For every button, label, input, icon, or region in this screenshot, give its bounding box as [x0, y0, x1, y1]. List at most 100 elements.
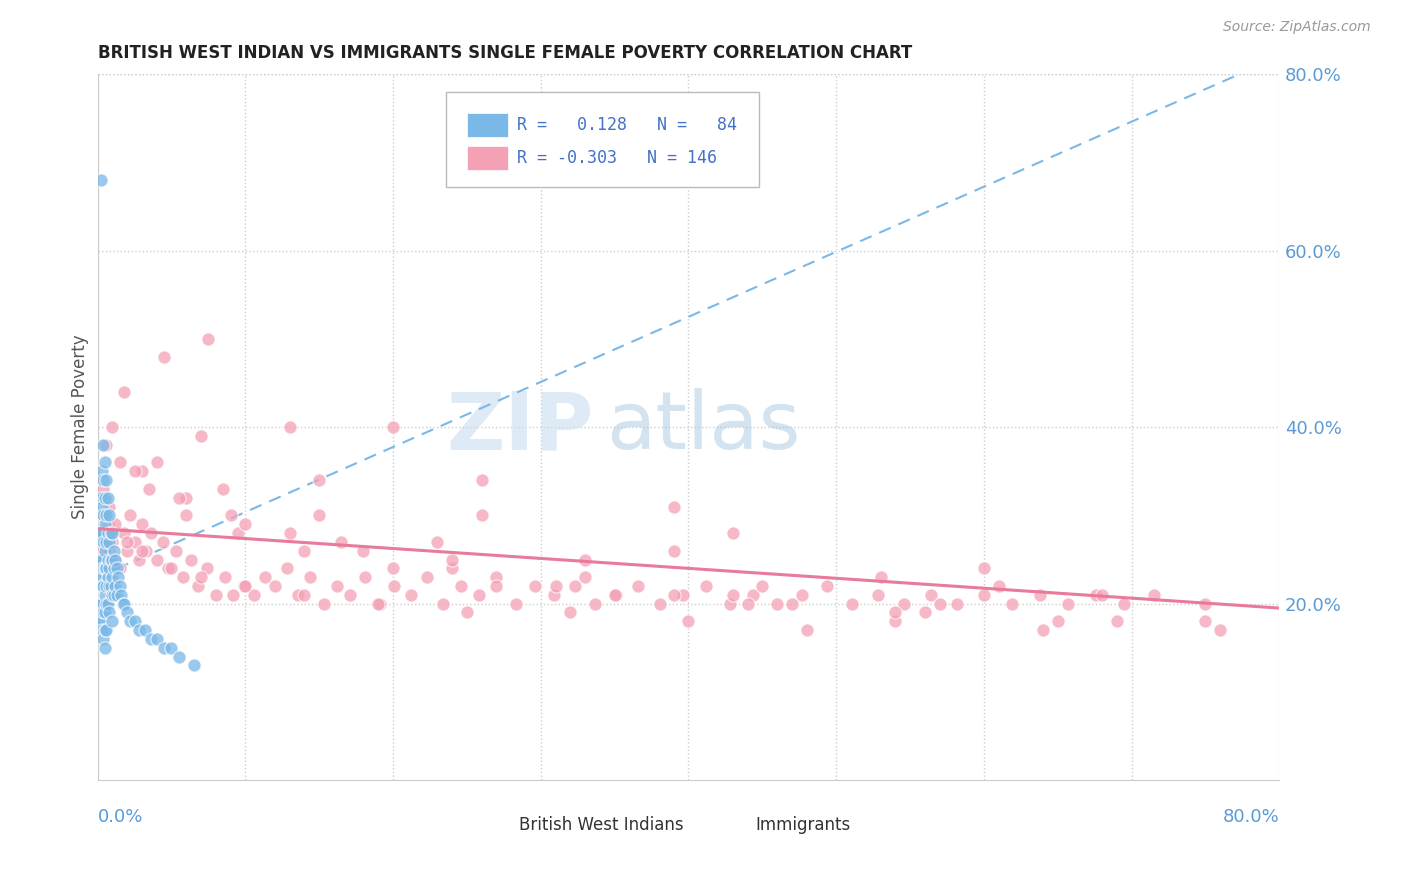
Point	[308, 473, 330, 487]
Point	[456, 606, 478, 620]
Point	[145, 632, 167, 646]
Point	[928, 597, 950, 611]
Point	[353, 543, 375, 558]
Point	[564, 579, 586, 593]
Point	[485, 570, 508, 584]
Point	[1085, 588, 1108, 602]
Point	[101, 420, 124, 434]
Point	[450, 579, 472, 593]
Point	[382, 561, 405, 575]
Point	[233, 517, 256, 532]
Point	[93, 508, 115, 523]
Point	[128, 552, 150, 566]
Point	[100, 526, 122, 541]
Point	[869, 570, 891, 584]
Point	[101, 615, 124, 629]
Point	[292, 588, 315, 602]
Point	[89, 526, 111, 541]
Point	[97, 517, 120, 532]
Point	[115, 606, 138, 620]
Point	[416, 570, 439, 584]
Point	[574, 570, 596, 584]
Point	[841, 597, 863, 611]
Point	[87, 615, 110, 629]
Point	[108, 579, 131, 593]
Point	[112, 526, 135, 541]
Point	[1194, 615, 1216, 629]
Text: ZIP: ZIP	[447, 388, 593, 467]
Point	[987, 579, 1010, 593]
Point	[111, 597, 134, 611]
Point	[98, 561, 121, 575]
Point	[124, 464, 146, 478]
Point	[1001, 597, 1024, 611]
Point	[103, 561, 125, 575]
Point	[139, 526, 162, 541]
Point	[368, 597, 391, 611]
Point	[605, 588, 627, 602]
Text: BRITISH WEST INDIAN VS IMMIGRANTS SINGLE FEMALE POVERTY CORRELATION CHART: BRITISH WEST INDIAN VS IMMIGRANTS SINGLE…	[97, 44, 912, 62]
Point	[94, 455, 117, 469]
Point	[153, 640, 176, 655]
Point	[93, 473, 115, 487]
Point	[662, 588, 685, 602]
Point	[105, 561, 128, 575]
Point	[973, 561, 995, 575]
Point	[278, 420, 301, 434]
Point	[299, 570, 322, 584]
Point	[1114, 597, 1136, 611]
Point	[973, 588, 995, 602]
Point	[678, 615, 700, 629]
Point	[866, 588, 889, 602]
Point	[214, 570, 236, 584]
Point	[751, 579, 773, 593]
Point	[139, 632, 162, 646]
Point	[96, 473, 118, 487]
Point	[103, 543, 125, 558]
Point	[574, 552, 596, 566]
Point	[1032, 623, 1054, 637]
Point	[326, 579, 349, 593]
FancyBboxPatch shape	[446, 92, 759, 187]
Point	[174, 491, 197, 505]
Point	[89, 526, 111, 541]
Point	[718, 597, 741, 611]
Point	[441, 552, 464, 566]
Point	[815, 579, 838, 593]
Text: British West Indians: British West Indians	[519, 815, 685, 834]
Point	[91, 543, 114, 558]
Point	[101, 526, 124, 541]
Point	[721, 526, 744, 541]
Point	[382, 420, 405, 434]
Point	[94, 640, 117, 655]
Point	[108, 561, 131, 575]
Point	[1057, 597, 1080, 611]
Point	[721, 588, 744, 602]
Point	[197, 332, 219, 346]
Point	[98, 534, 121, 549]
Point	[94, 623, 117, 637]
Point	[91, 623, 114, 637]
Point	[93, 632, 115, 646]
Point	[432, 597, 454, 611]
Point	[103, 588, 125, 602]
Point	[253, 570, 276, 584]
Point	[212, 482, 235, 496]
Point	[97, 552, 120, 566]
FancyBboxPatch shape	[467, 145, 508, 169]
Point	[104, 552, 127, 566]
Point	[134, 623, 156, 637]
Point	[884, 606, 907, 620]
Point	[96, 508, 118, 523]
Point	[339, 588, 361, 602]
Point	[135, 543, 157, 558]
Point	[89, 615, 111, 629]
Point	[105, 588, 128, 602]
Point	[101, 570, 124, 584]
Point	[157, 561, 180, 575]
Point	[1209, 623, 1232, 637]
Point	[89, 173, 111, 187]
Point	[523, 579, 546, 593]
Point	[560, 606, 582, 620]
Point	[219, 508, 242, 523]
